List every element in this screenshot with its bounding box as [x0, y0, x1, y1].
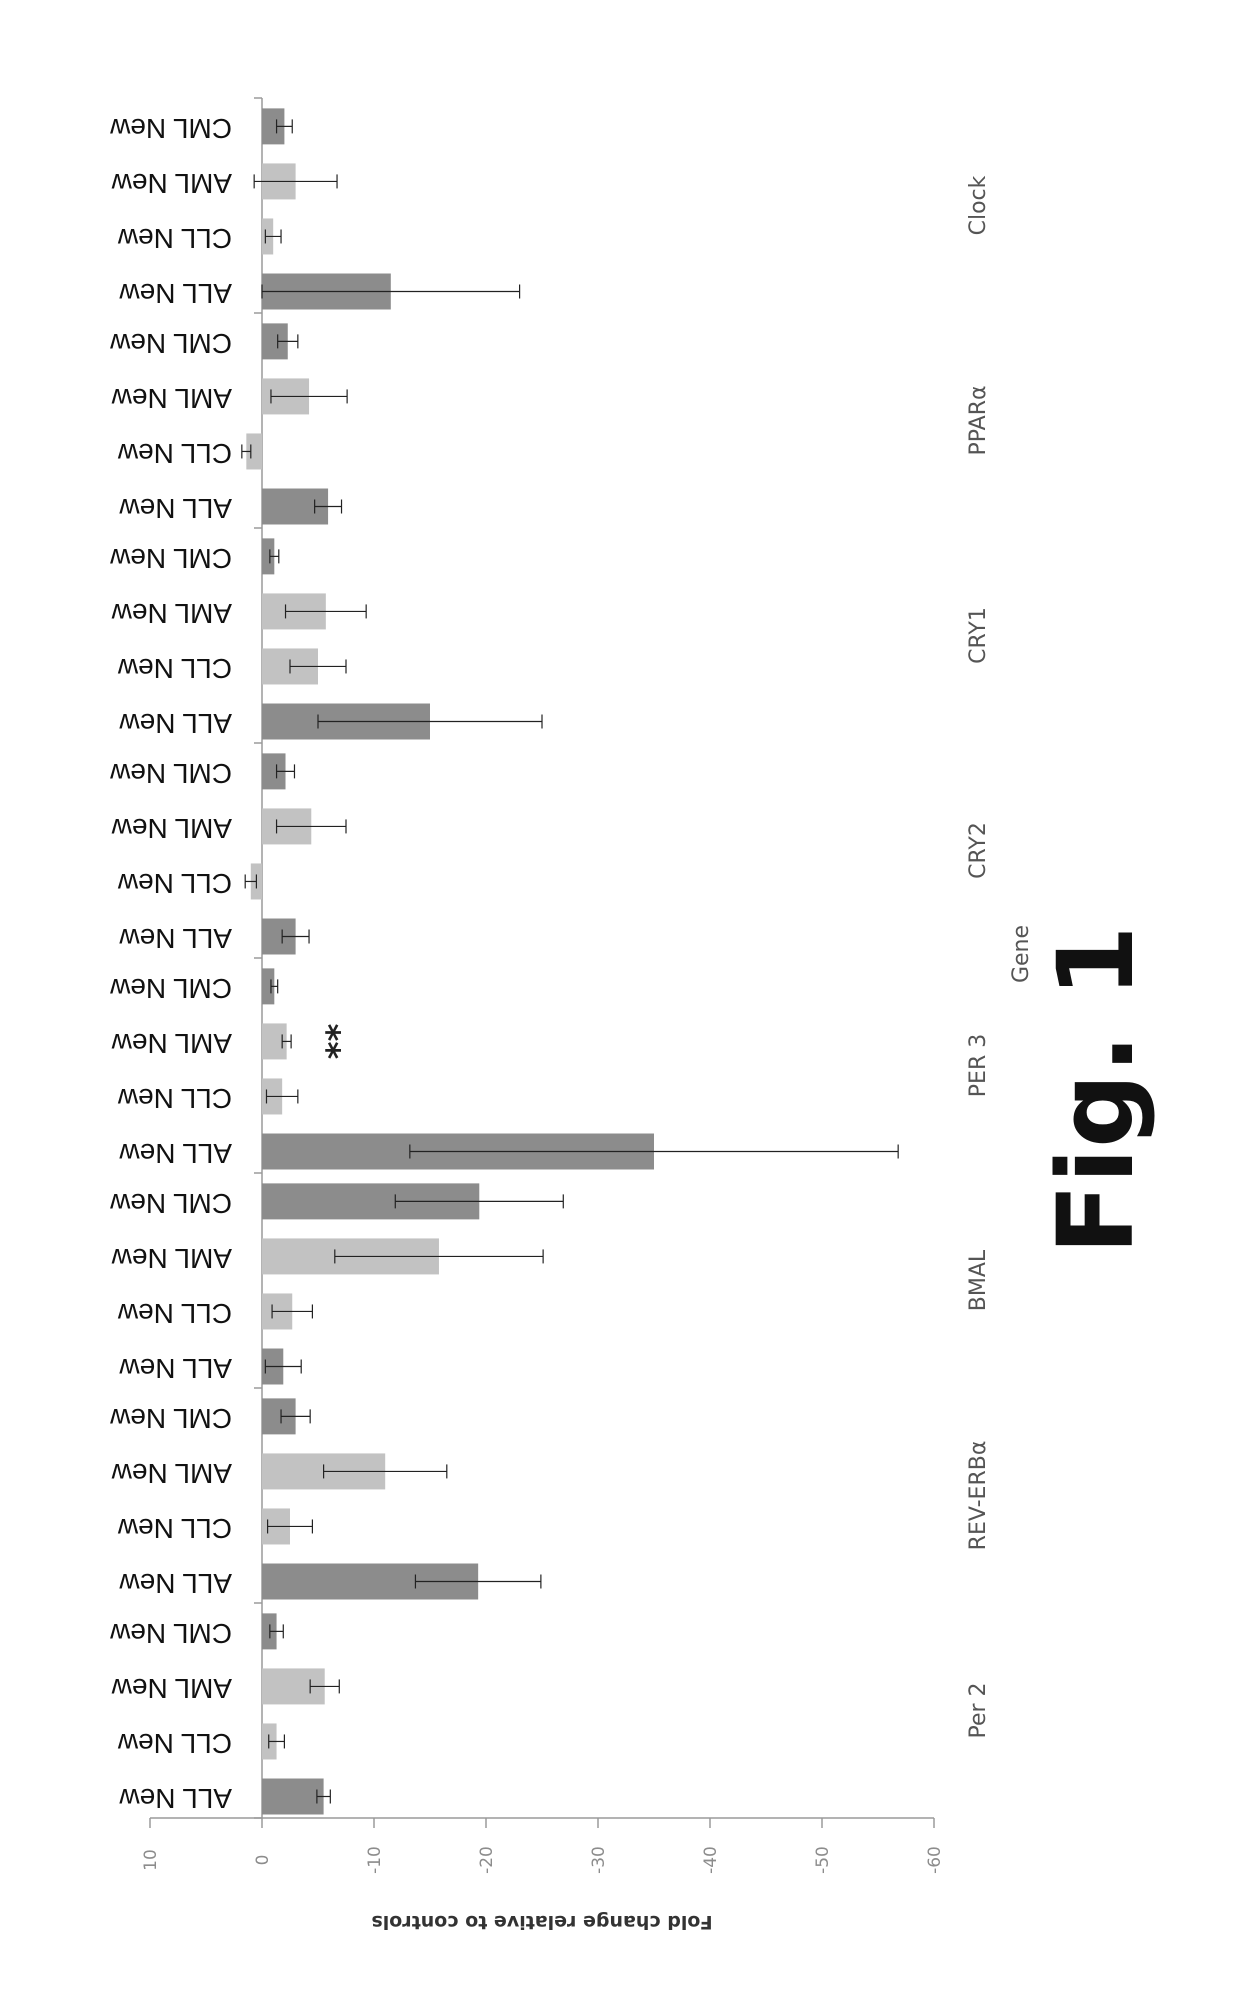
bar-series-label: AML New: [111, 1243, 232, 1274]
bar-series-label: CLL New: [117, 1083, 232, 1114]
bar-series-label: CML New: [109, 973, 232, 1004]
bar-series-label: AML New: [111, 813, 232, 844]
bar-series-label: CLL New: [117, 1513, 232, 1544]
bar-labels: ALL New CLL New AML New CML New ALL New CLL N…: [109, 113, 359, 1814]
bar-series-label: AML New: [111, 168, 232, 199]
category-label: Per 2: [966, 1682, 991, 1738]
value-tick-label: 10: [141, 1849, 161, 1871]
bar-series-label: CML New: [109, 113, 232, 144]
gene-labels: Per 2 REV-ERBα BMAL PER 3 CRY2 CRY1 PPARα Clock: [966, 175, 991, 1738]
category-label: Clock: [966, 175, 991, 235]
x-axis-title: Gene: [1009, 925, 1034, 983]
bar-series-label: CLL New: [117, 1728, 232, 1759]
bar-series-label: AML New: [111, 1028, 232, 1059]
value-tick-label: -20: [477, 1846, 497, 1874]
bar-series-label: AML New: [111, 598, 232, 629]
bar-series-label: ALL New: [119, 923, 232, 954]
category-label: BMAL: [966, 1249, 991, 1311]
bar-series-label: CLL New: [117, 438, 232, 469]
figure-label: Fig. 1: [1035, 925, 1157, 1254]
category-label: CRY1: [966, 607, 991, 664]
bar-series-label: CLL New: [117, 223, 232, 254]
value-tick-label: -40: [701, 1846, 721, 1874]
bar-series-label: CLL New: [117, 868, 232, 899]
bar-series-label: ALL New: [119, 1138, 232, 1169]
value-tick-label: 0: [253, 1855, 273, 1866]
bar-series-label: CML New: [109, 1188, 232, 1219]
bar: [262, 1779, 324, 1815]
category-label: PER 3: [966, 1034, 991, 1097]
bar-series-label: CML New: [109, 328, 232, 359]
category-label: PPARα: [966, 386, 991, 456]
bar-series-label: CLL New: [117, 1298, 232, 1329]
value-tick-label: -30: [589, 1846, 609, 1874]
bar-series-label: ALL New: [119, 1353, 232, 1384]
bar-series-label: AML New: [111, 1673, 232, 1704]
bar-series-label: CML New: [109, 758, 232, 789]
error-bars: [242, 119, 898, 1803]
bar-series-label: CML New: [109, 1403, 232, 1434]
bar-series-label: ALL New: [119, 1568, 232, 1599]
value-tick-label: -10: [365, 1846, 385, 1874]
bar-series-label: ALL New: [119, 1783, 232, 1814]
bar-series-label: AML New: [111, 1458, 232, 1489]
bar-series-label: AML New: [111, 383, 232, 414]
y-axis-title: Fold change relative to controls: [371, 1911, 712, 1933]
bar-series-label: CML New: [109, 1618, 232, 1649]
bar-series-label: CLL New: [117, 653, 232, 684]
bar-series-label: ALL New: [119, 708, 232, 739]
bars: [246, 108, 654, 1814]
significance-annotation: **: [320, 1023, 360, 1059]
category-label: REV-ERBα: [966, 1441, 991, 1551]
bar-series-label: ALL New: [119, 493, 232, 524]
bar-series-label: ALL New: [119, 278, 232, 309]
value-axis: 10 0 -10 -20 -30 -40 -50 -60: [141, 98, 945, 1874]
value-tick-label: -50: [813, 1846, 833, 1874]
bar-series-label: CML New: [109, 543, 232, 574]
category-label: CRY2: [966, 822, 991, 879]
value-tick-label: -60: [925, 1846, 945, 1874]
